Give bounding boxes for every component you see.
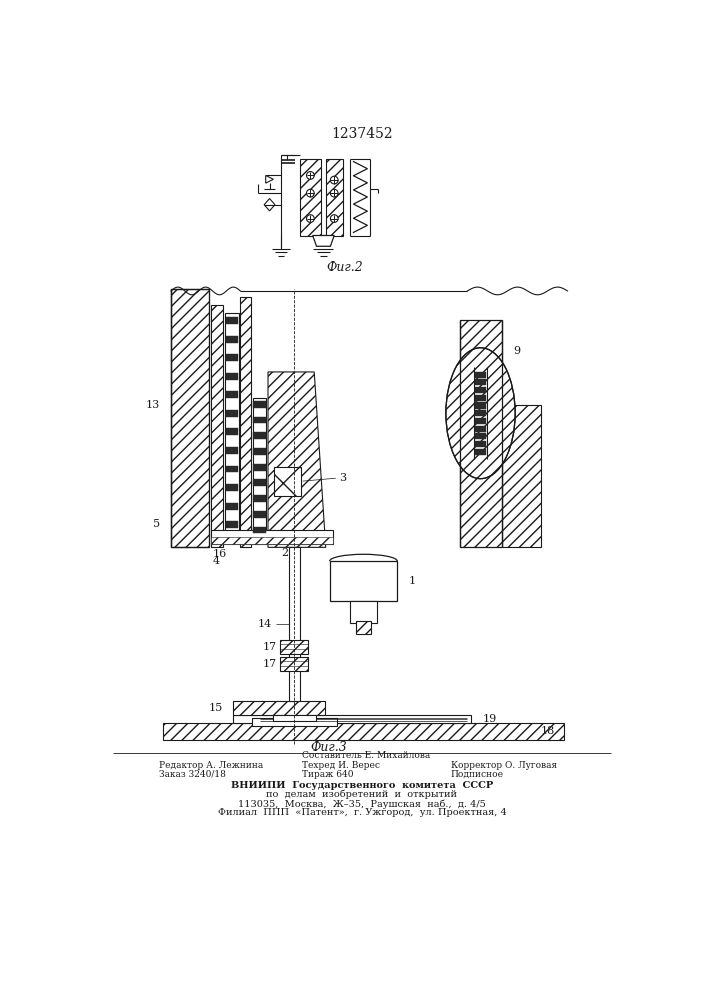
Bar — [273, 715, 316, 721]
Bar — [226, 410, 238, 417]
Bar — [226, 373, 238, 380]
Text: 5: 5 — [153, 519, 160, 529]
Bar — [253, 511, 266, 518]
Bar — [211, 530, 334, 544]
Bar — [253, 432, 266, 439]
Text: 17: 17 — [262, 659, 276, 669]
Text: 1: 1 — [409, 576, 416, 586]
Bar — [252, 398, 267, 536]
Text: Редактор А. Лежнина: Редактор А. Лежнина — [160, 761, 264, 770]
Text: Техред И. Верес: Техред И. Верес — [302, 761, 380, 770]
Bar — [226, 447, 238, 454]
Bar — [240, 297, 251, 547]
Text: 9: 9 — [513, 346, 520, 356]
Text: 4: 4 — [213, 556, 220, 566]
Bar — [288, 547, 300, 701]
Bar — [226, 336, 238, 343]
Text: 18: 18 — [541, 726, 555, 736]
Circle shape — [330, 215, 338, 222]
Text: Подписное: Подписное — [450, 770, 503, 779]
Text: 15: 15 — [209, 703, 223, 713]
Polygon shape — [312, 235, 334, 246]
Bar — [233, 715, 472, 723]
Bar — [274, 466, 301, 496]
Text: 113035,  Москва,  Ж–35,  Раушская  наб.,  д. 4/5: 113035, Москва, Ж–35, Раушская наб., д. … — [238, 799, 486, 809]
Bar — [475, 433, 486, 439]
Text: 1237452: 1237452 — [331, 127, 393, 141]
Bar — [253, 495, 266, 502]
Text: Фиг.2: Фиг.2 — [326, 261, 363, 274]
Bar — [326, 158, 343, 235]
Bar — [163, 723, 563, 740]
Bar — [253, 448, 266, 455]
Bar — [253, 527, 266, 533]
Bar — [475, 441, 486, 447]
Bar — [171, 289, 209, 547]
Bar — [225, 312, 239, 532]
Text: 19: 19 — [483, 714, 497, 724]
Bar — [253, 464, 266, 471]
Text: 17: 17 — [262, 642, 276, 652]
Text: 14: 14 — [257, 619, 272, 629]
Bar — [475, 379, 486, 385]
Bar — [252, 718, 337, 726]
Bar — [475, 426, 486, 432]
Bar — [475, 387, 486, 393]
Ellipse shape — [446, 348, 515, 479]
Bar — [502, 405, 541, 547]
Bar — [475, 402, 486, 409]
Circle shape — [330, 176, 338, 184]
Text: Филиал  ППП  «Патент»,  г. Ужгород,  ул. Проектная, 4: Филиал ППП «Патент», г. Ужгород, ул. Про… — [218, 808, 506, 817]
Bar — [226, 317, 238, 324]
Polygon shape — [268, 372, 326, 547]
Text: 3: 3 — [339, 473, 346, 483]
Bar — [356, 621, 371, 634]
Bar — [300, 158, 321, 235]
Bar — [475, 395, 486, 401]
Circle shape — [307, 172, 314, 179]
Text: 13: 13 — [146, 400, 160, 410]
Bar — [253, 401, 266, 408]
Text: Составитель Е. Михайлова: Составитель Е. Михайлова — [302, 751, 430, 760]
Bar — [253, 417, 266, 423]
Bar — [226, 391, 238, 398]
Bar — [171, 289, 568, 547]
Bar — [475, 418, 486, 424]
Bar — [226, 503, 238, 510]
Bar — [226, 428, 238, 435]
Text: по  делам  изобретений  и  открытий: по делам изобретений и открытий — [267, 790, 457, 799]
Text: Тираж 640: Тираж 640 — [302, 770, 354, 779]
Bar — [226, 466, 238, 472]
Bar — [226, 354, 238, 361]
Bar — [475, 372, 486, 378]
Bar — [226, 521, 238, 528]
Bar — [226, 484, 238, 491]
Bar — [475, 449, 486, 455]
Bar — [253, 479, 266, 486]
Circle shape — [307, 215, 314, 222]
Circle shape — [330, 189, 338, 197]
Bar — [211, 537, 334, 544]
Bar — [281, 640, 308, 654]
Bar — [329, 561, 397, 601]
Bar — [233, 701, 325, 715]
Bar — [460, 320, 502, 547]
Text: Фиг.3: Фиг.3 — [310, 741, 347, 754]
Bar — [350, 601, 378, 623]
Bar — [211, 305, 223, 547]
Text: 2: 2 — [281, 548, 288, 558]
Text: Корректор О. Луговая: Корректор О. Луговая — [450, 761, 556, 770]
Text: 16: 16 — [213, 549, 227, 559]
Bar — [281, 657, 308, 671]
Text: Заказ 3240/18: Заказ 3240/18 — [160, 770, 226, 779]
Bar — [475, 410, 486, 416]
Text: ВНИИПИ  Государственного  комитета  СССР: ВНИИПИ Государственного комитета СССР — [230, 781, 493, 790]
Circle shape — [307, 189, 314, 197]
